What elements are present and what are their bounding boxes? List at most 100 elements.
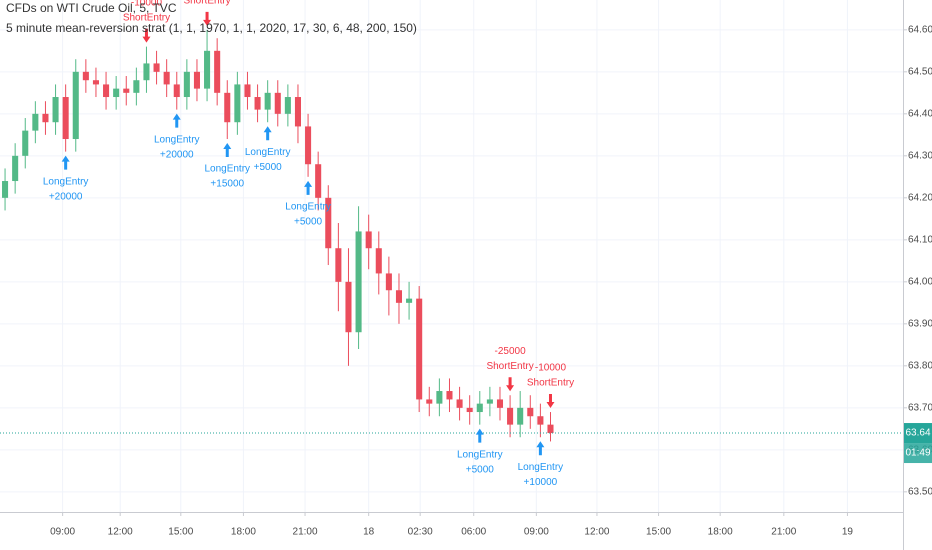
short-arrow	[506, 377, 515, 392]
x-tick-label: 21:00	[293, 527, 318, 538]
countdown-box	[904, 443, 932, 464]
candle-body	[224, 92, 231, 123]
signal-label: LongEntry	[204, 164, 250, 175]
signal-label: LongEntry	[457, 449, 503, 460]
candle-body	[476, 403, 483, 413]
candle-body	[254, 97, 261, 110]
candle-body	[466, 407, 473, 413]
candle-body	[2, 181, 9, 198]
last-price-box	[904, 423, 932, 444]
long-arrow	[61, 155, 70, 170]
y-tick-label: 63.80	[908, 360, 932, 371]
signal-profit: +5000	[294, 216, 323, 227]
candle-body	[446, 391, 453, 400]
x-tick-label: 12:00	[108, 527, 133, 538]
candle-body	[436, 391, 443, 404]
y-tick-label: 63.50	[908, 486, 932, 497]
x-tick-label: 21:00	[771, 527, 796, 538]
candle-body	[264, 92, 271, 110]
candle-body	[517, 407, 524, 425]
x-tick-label: 06:00	[461, 527, 486, 538]
signal-profit: -10000	[131, 0, 163, 8]
x-tick-label: 19	[842, 527, 854, 538]
candle-body	[486, 399, 493, 404]
x-tick-label: 09:00	[50, 527, 75, 538]
candle-body	[133, 80, 140, 93]
plot: LongEntry+20000ShortEntry-10000LongEntry…	[0, 0, 903, 488]
candle-body	[103, 84, 110, 98]
y-tick-label: 64.40	[908, 108, 932, 119]
signal-profit: -25000	[495, 346, 527, 357]
candle-body	[12, 155, 19, 182]
signal-profit: +5000	[254, 162, 283, 173]
signal-label: ShortEntry	[527, 378, 574, 389]
candle-body	[92, 80, 99, 85]
x-tick-label: 15:00	[168, 527, 193, 538]
strategy-label: 5 minute mean-reversion strat (1, 1, 197…	[6, 21, 417, 35]
x-tick-label: 15:00	[646, 527, 671, 538]
candle-body	[507, 407, 514, 425]
candle-body	[456, 399, 463, 408]
y-tick-label: 64.00	[908, 276, 932, 287]
candle-body	[406, 298, 413, 303]
candle-body	[113, 88, 120, 98]
y-tick-label: 63.90	[908, 318, 932, 329]
y-tick-label: 64.50	[908, 66, 932, 77]
candle-body	[335, 248, 342, 282]
long-arrow	[263, 126, 272, 141]
x-tick-label: 18:00	[231, 527, 256, 538]
candle-body	[355, 231, 362, 333]
candle-body	[345, 281, 352, 333]
candle-body	[547, 424, 554, 434]
y-tick-label: 64.20	[908, 192, 932, 203]
signal-label: LongEntry	[285, 201, 331, 212]
signal-label: LongEntry	[245, 147, 291, 158]
x-tick-label: 18	[363, 527, 375, 538]
candle-body	[52, 97, 59, 123]
candle-body	[284, 97, 291, 114]
countdown-label: 01:49	[905, 448, 930, 459]
candle-body	[72, 71, 79, 140]
candle-body	[305, 126, 312, 165]
candle-body	[163, 71, 170, 85]
candle-body	[183, 71, 190, 98]
long-arrow	[223, 143, 232, 158]
grid	[0, 0, 903, 512]
candle-body	[214, 50, 221, 93]
candle-body	[32, 113, 39, 131]
candle-body	[527, 407, 534, 417]
candle-body	[274, 92, 281, 114]
last-price-label: 63.64	[905, 428, 930, 439]
candle-body	[82, 71, 89, 81]
candle-body	[375, 248, 382, 274]
candle-body	[315, 164, 322, 198]
y-tick-label: 64.30	[908, 150, 932, 161]
signal-label: ShortEntry	[486, 361, 533, 372]
long-arrow	[172, 113, 181, 128]
candle-body	[22, 130, 29, 156]
candle-body	[153, 63, 160, 72]
short-arrow	[142, 28, 151, 43]
candle-body	[193, 71, 200, 89]
y-tick-label: 64.60	[908, 24, 932, 35]
short-arrow	[546, 394, 555, 409]
candle-body	[123, 88, 130, 93]
candle-body	[325, 197, 332, 249]
signal-profit: +10000	[524, 477, 558, 488]
signal-label: ShortEntry	[183, 0, 230, 6]
candle-body	[416, 298, 423, 400]
x-tick-label: 02:30	[408, 527, 433, 538]
x-tick-label: 18:00	[708, 527, 733, 538]
candle-body	[244, 84, 251, 98]
candle-body	[426, 399, 433, 404]
candle-body	[496, 399, 504, 408]
candle-body	[62, 97, 69, 140]
signal-label: LongEntry	[154, 134, 200, 145]
signal-label: LongEntry	[518, 462, 564, 473]
candle-body	[294, 97, 301, 127]
long-arrow	[304, 180, 313, 195]
candle-body	[537, 416, 544, 425]
short-arrow	[203, 11, 212, 26]
